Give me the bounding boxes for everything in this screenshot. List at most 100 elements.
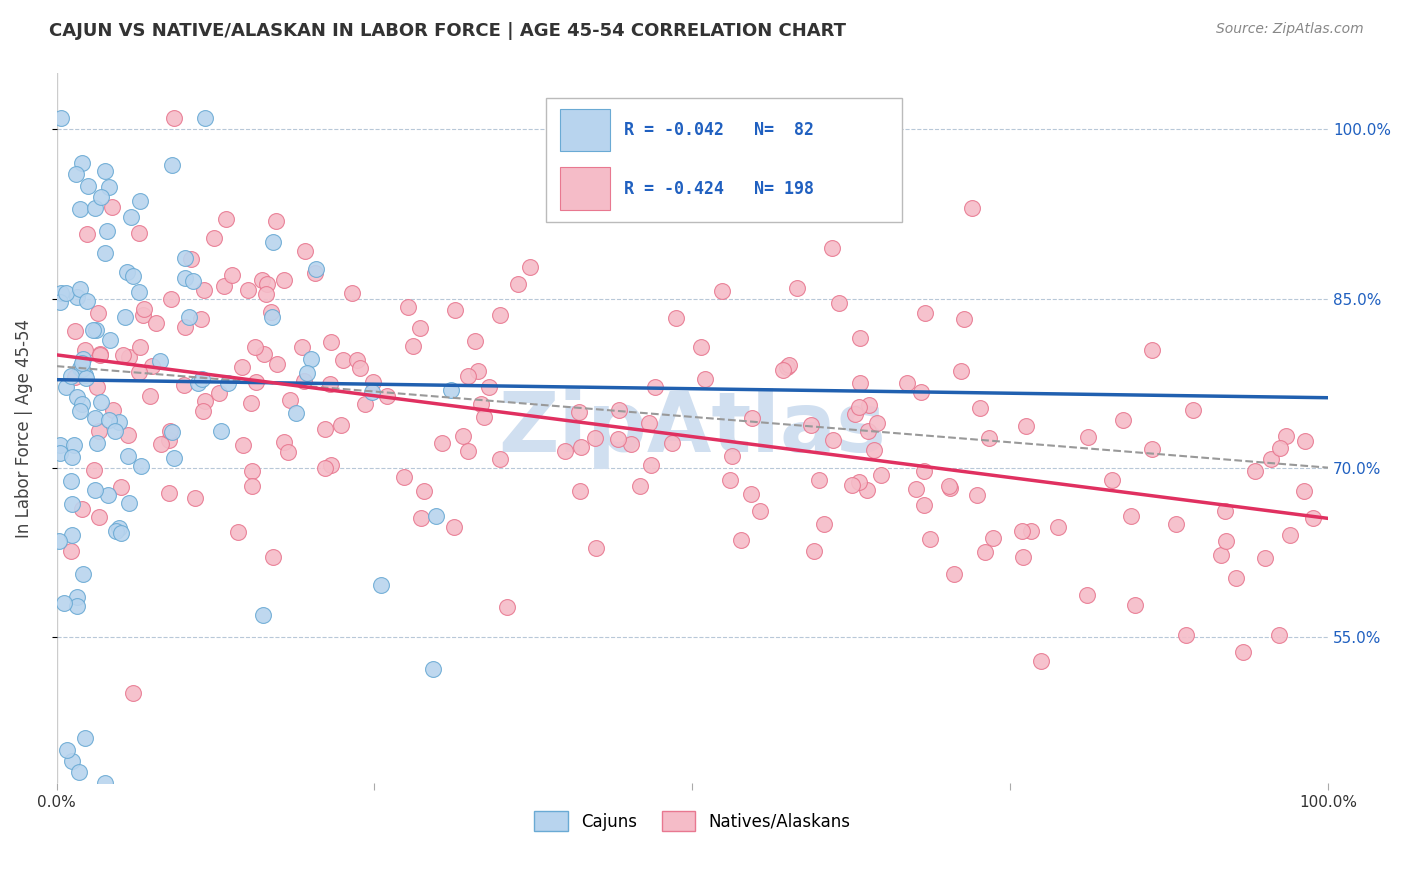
Point [1164, 516, 1187, 531]
Point [226, 525, 249, 540]
Point [304, 266, 326, 280]
Point [157, 433, 180, 447]
Point [70, 356, 93, 370]
Point [243, 340, 266, 354]
Point [66, 599, 89, 613]
Point [202, 231, 225, 245]
Point [69, 202, 91, 216]
Point [273, 273, 295, 287]
Point [1270, 442, 1292, 456]
Point [105, 524, 128, 539]
Point [134, 301, 156, 316]
Point [422, 662, 444, 676]
Point [319, 458, 342, 472]
Point [489, 451, 512, 466]
Point [467, 364, 489, 378]
Point [607, 403, 630, 417]
Point [89, 424, 111, 438]
Point [70, 156, 93, 170]
Point [69, 404, 91, 418]
Point [1077, 430, 1099, 444]
Point [128, 194, 150, 208]
Point [349, 361, 371, 376]
Point [346, 352, 368, 367]
Point [807, 473, 830, 487]
Point [98, 413, 121, 427]
Point [139, 389, 162, 403]
Point [114, 310, 136, 324]
Point [128, 227, 150, 241]
Point [340, 286, 363, 301]
Point [112, 348, 135, 362]
Point [87, 306, 110, 320]
Point [86, 380, 108, 394]
Point [1225, 571, 1247, 585]
Point [977, 430, 1000, 444]
Point [59, 544, 82, 558]
Point [1292, 483, 1315, 498]
Point [1213, 504, 1236, 518]
Point [262, 310, 284, 325]
Point [86, 323, 108, 337]
Text: Source: ZipAtlas.com: Source: ZipAtlas.com [1216, 22, 1364, 37]
Point [820, 241, 842, 255]
Point [212, 278, 235, 293]
Point [301, 352, 323, 367]
Point [63, 370, 86, 384]
Point [86, 435, 108, 450]
Point [896, 376, 918, 391]
Point [60, 450, 83, 465]
Point [98, 333, 121, 347]
Point [238, 283, 260, 297]
Point [48, 438, 70, 452]
Point [974, 545, 997, 559]
Point [803, 543, 825, 558]
Point [370, 577, 392, 591]
Point [82, 323, 104, 337]
Point [1140, 442, 1163, 457]
Point [939, 481, 962, 495]
Point [305, 262, 328, 277]
Point [644, 379, 666, 393]
Point [295, 367, 318, 381]
Point [66, 391, 89, 405]
Point [256, 277, 278, 292]
Point [90, 395, 112, 409]
Point [83, 202, 105, 216]
Point [519, 260, 541, 275]
Point [193, 284, 215, 298]
Point [401, 339, 423, 353]
Point [174, 271, 197, 285]
Point [245, 376, 267, 390]
Point [472, 409, 495, 424]
Point [953, 312, 976, 326]
Point [149, 354, 172, 368]
Point [157, 486, 180, 500]
Point [60, 754, 83, 768]
Point [1012, 550, 1035, 565]
Point [101, 200, 124, 214]
Point [115, 265, 138, 279]
Point [786, 280, 808, 294]
Point [848, 331, 870, 345]
Point [132, 308, 155, 322]
Point [319, 377, 342, 392]
Point [66, 591, 89, 605]
Point [48, 446, 70, 460]
Point [117, 427, 139, 442]
Point [292, 374, 315, 388]
Point [72, 397, 94, 411]
Text: ZipAtlas: ZipAtlas [499, 388, 886, 468]
Point [83, 462, 105, 476]
Point [640, 458, 662, 472]
Point [508, 277, 530, 291]
Point [120, 210, 142, 224]
Point [1302, 511, 1324, 525]
Point [59, 474, 82, 488]
Point [910, 384, 932, 399]
Point [232, 438, 254, 452]
Point [942, 567, 965, 582]
Point [848, 475, 870, 489]
Point [70, 362, 93, 376]
Point [163, 451, 186, 466]
